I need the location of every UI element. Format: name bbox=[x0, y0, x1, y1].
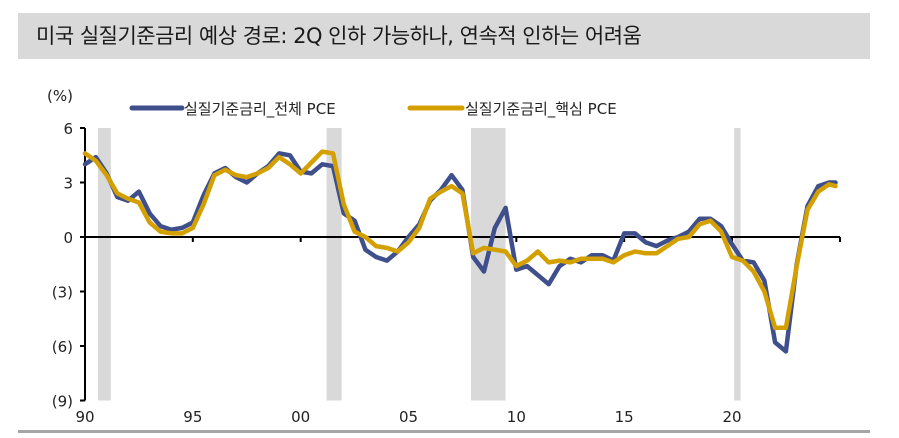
recession-band bbox=[97, 128, 111, 401]
legend-label-core: 실질기준금리_핵심 PCE bbox=[465, 100, 617, 119]
y-tick-label: 3 bbox=[63, 175, 73, 193]
chart-title: 미국 실질기준금리 예상 경로: 2Q 인하 가능하나, 연속적 인하는 어려움 bbox=[36, 24, 642, 48]
y-tick-label: (3) bbox=[52, 284, 73, 302]
legend-label-headline: 실질기준금리_전체 PCE bbox=[184, 100, 336, 119]
bottom-rule bbox=[18, 430, 870, 433]
legend-item-core-pce: 실질기준금리_핵심 PCE bbox=[407, 100, 617, 119]
x-tick-label: 05 bbox=[399, 408, 418, 426]
chart-axes bbox=[80, 127, 841, 402]
y-axis-labels: 6 3 0 (3) (6) (9) bbox=[52, 120, 73, 411]
x-tick-label: 00 bbox=[291, 408, 310, 426]
title-bar: 미국 실질기준금리 예상 경로: 2Q 인하 가능하나, 연속적 인하는 어려움 bbox=[18, 13, 870, 59]
y-tick-label: (6) bbox=[52, 338, 73, 356]
series-line-headline-pce bbox=[82, 151, 838, 354]
chart-series bbox=[82, 149, 838, 354]
y-tick-label: 6 bbox=[63, 120, 73, 138]
x-axis-labels: 90 95 00 05 10 15 20 bbox=[75, 408, 741, 426]
series-line-core-pce bbox=[82, 149, 838, 331]
y-tick-label: 0 bbox=[63, 229, 73, 247]
x-tick-label: 95 bbox=[183, 408, 202, 426]
recession-band bbox=[734, 128, 741, 401]
x-tick-label: 10 bbox=[507, 408, 526, 426]
y-axis-unit: (%) bbox=[47, 87, 73, 105]
legend-item-headline-pce: 실질기준금리_전체 PCE bbox=[129, 100, 336, 119]
recession-shading bbox=[97, 128, 741, 401]
legend: 실질기준금리_전체 PCE 실질기준금리_핵심 PCE bbox=[129, 100, 617, 119]
x-tick-label: 90 bbox=[75, 408, 94, 426]
x-tick-label: 20 bbox=[722, 408, 741, 426]
x-tick-label: 15 bbox=[615, 408, 634, 426]
y-tick-label: (9) bbox=[52, 393, 73, 411]
